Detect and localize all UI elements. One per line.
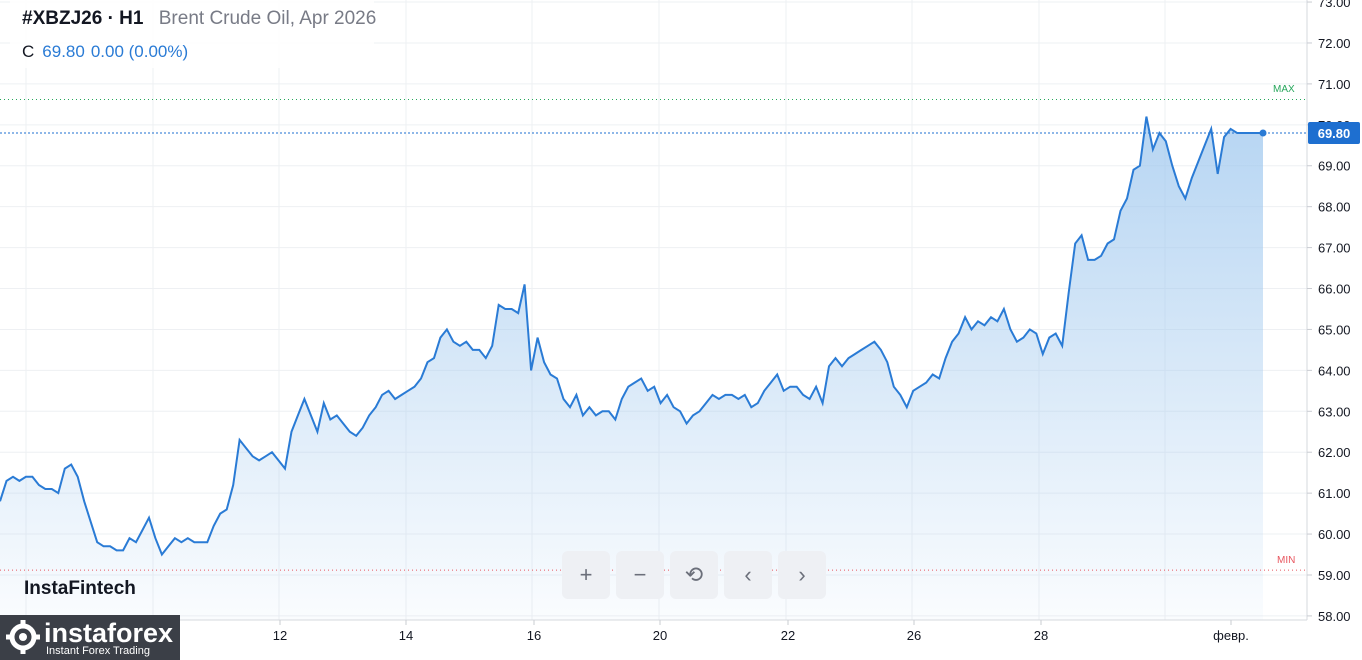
symbol-header: #XBZJ26 · H1 Brent Crude Oil, Apr 2026 <box>22 8 376 30</box>
time-axis[interactable]: 12 14 16 20 22 26 28 февр. <box>273 620 1249 643</box>
max-marker: MAX <box>1273 84 1295 95</box>
close-label: C <box>22 42 35 61</box>
y-tick-label: 65.00 <box>1318 322 1351 337</box>
y-tick-label: 71.00 <box>1318 77 1351 92</box>
watermark-text: InstaFintech <box>24 578 136 599</box>
logo-name: instaforex <box>44 618 174 648</box>
x-tick-label: 14 <box>399 628 413 643</box>
instaforex-logo[interactable]: instaforex Instant Forex Trading <box>0 615 180 660</box>
y-tick-label: 68.00 <box>1318 200 1351 215</box>
y-tick-label: 72.00 <box>1318 36 1351 51</box>
last-point <box>1259 129 1267 137</box>
series-line <box>0 116 1263 557</box>
zoom-in-button[interactable]: + <box>562 551 610 599</box>
x-tick-label: 20 <box>653 628 667 643</box>
scroll-left-button[interactable]: ‹ <box>724 551 772 599</box>
legend-panel <box>10 0 374 68</box>
x-tick-label: 12 <box>273 628 287 643</box>
y-tick-label: 66.00 <box>1318 282 1351 297</box>
y-tick-label: 64.00 <box>1318 363 1351 378</box>
change-value: 0.00 (0.00%) <box>90 42 189 61</box>
y-tick-label: 73.00 <box>1318 0 1351 10</box>
instrument-description: Brent Crude Oil, Apr 2026 <box>158 8 377 29</box>
x-tick-label: 26 <box>907 628 921 643</box>
x-tick-label: февр. <box>1213 628 1249 643</box>
y-tick-label: 60.00 <box>1318 527 1351 542</box>
price-axis[interactable]: 58.00 59.00 60.00 61.00 62.00 63.00 64.00 65.00… <box>1307 0 1351 624</box>
scroll-right-button[interactable]: › <box>778 551 826 599</box>
min-marker: MIN <box>1277 555 1296 566</box>
symbol-name[interactable]: #XBZJ26 <box>22 8 103 29</box>
x-tick-label: 16 <box>527 628 541 643</box>
logo-subtitle: Instant Forex Trading <box>46 645 150 657</box>
y-tick-label: 61.00 <box>1318 486 1351 501</box>
y-tick-label: 67.00 <box>1318 241 1351 256</box>
logo-gear-icon <box>6 620 40 654</box>
x-tick-label: 28 <box>1034 628 1048 643</box>
timeframe-label[interactable]: H1 <box>119 8 144 29</box>
y-tick-label: 59.00 <box>1318 568 1351 583</box>
last-price-tag: 69.80 <box>1308 122 1360 144</box>
reset-button[interactable]: ⟲ <box>670 551 718 599</box>
y-tick-label: 62.00 <box>1318 445 1351 460</box>
y-tick-label: 69.00 <box>1318 159 1351 174</box>
y-tick-label: 58.00 <box>1318 609 1351 624</box>
y-tick-label: 63.00 <box>1318 404 1351 419</box>
x-tick-label: 22 <box>781 628 795 643</box>
header-separator: · <box>107 8 114 29</box>
ohlc-row: C 69.80 0.00 (0.00%) <box>22 42 188 62</box>
zoom-out-button[interactable]: − <box>616 551 664 599</box>
close-value: 69.80 <box>42 42 85 61</box>
series-area <box>0 116 1263 620</box>
